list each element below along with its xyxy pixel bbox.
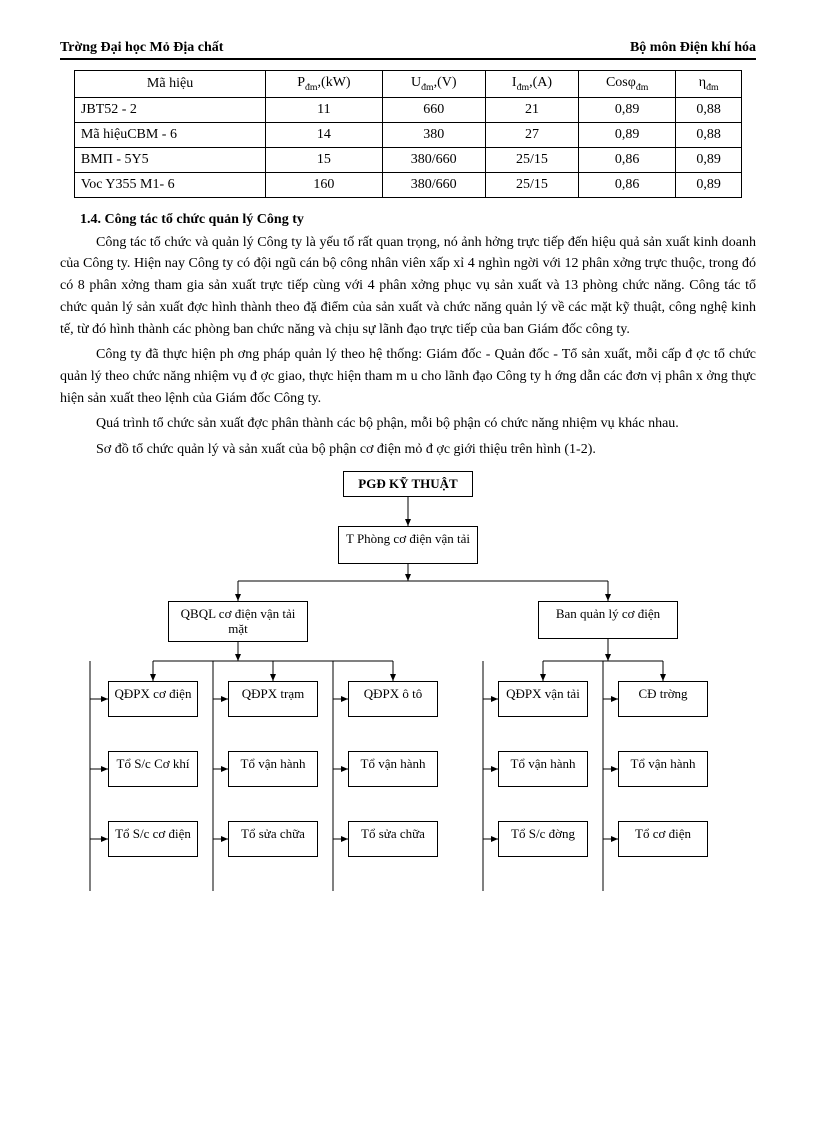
table-cell: 380/660 bbox=[382, 172, 485, 197]
page-header: Trờng Đại học Mỏ Địa chất Bộ môn Điện kh… bbox=[60, 40, 756, 60]
table-row: JBT52 - 211660210,890,88 bbox=[74, 97, 741, 122]
flowchart-node: Tổ vận hành bbox=[498, 751, 588, 787]
flowchart-node: Tổ cơ điện bbox=[618, 821, 708, 857]
flowchart-node: Tổ vận hành bbox=[228, 751, 318, 787]
table-cell: 0,89 bbox=[579, 97, 676, 122]
table-header: Iđm,(A) bbox=[485, 71, 578, 98]
table-cell: 25/15 bbox=[485, 172, 578, 197]
table-row: Voc Y355 M1- 6160380/66025/150,860,89 bbox=[74, 172, 741, 197]
table-cell: 0,88 bbox=[676, 122, 742, 147]
table-cell: 660 bbox=[382, 97, 485, 122]
flowchart-node: Tổ sửa chữa bbox=[228, 821, 318, 857]
paragraph: Sơ đồ tổ chức quản lý và sản xuất của bộ… bbox=[60, 439, 756, 461]
flowchart-node: Tổ vận hành bbox=[348, 751, 438, 787]
flowchart-node: QĐPX trạm bbox=[228, 681, 318, 717]
paragraph: Công tác tổ chức và quản lý Công ty là y… bbox=[60, 232, 756, 340]
table-header: Uđm,(V) bbox=[382, 71, 485, 98]
table-cell: 0,89 bbox=[676, 172, 742, 197]
table-header: ηđm bbox=[676, 71, 742, 98]
table-header: Cosφđm bbox=[579, 71, 676, 98]
table-cell: 380/660 bbox=[382, 147, 485, 172]
flowchart-node: QĐPX vận tải bbox=[498, 681, 588, 717]
table-cell: 25/15 bbox=[485, 147, 578, 172]
header-right: Bộ môn Điện khí hóa bbox=[630, 40, 756, 56]
org-flowchart: PGĐ KỸ THUẬT T Phòng cơ điện vận tải QBQL … bbox=[78, 471, 738, 901]
section-title: 1.4. Công tác tổ chức quản lý Công ty bbox=[80, 212, 756, 228]
table-cell: Mã hiệuCBM - 6 bbox=[74, 122, 265, 147]
flowchart-node: Tổ S/c đờng bbox=[498, 821, 588, 857]
spec-table: Mã hiệuPđm,(kW)Uđm,(V)Iđm,(A)Cosφđmηđm J… bbox=[74, 70, 742, 198]
table-cell: 0,86 bbox=[579, 172, 676, 197]
table-cell: 0,89 bbox=[579, 122, 676, 147]
flowchart-node: Tổ sửa chữa bbox=[348, 821, 438, 857]
table-cell: BMП - 5Y5 bbox=[74, 147, 265, 172]
table-cell: 11 bbox=[266, 97, 382, 122]
flowchart-node: Ban quản lý cơ điện bbox=[538, 601, 678, 639]
table-cell: 27 bbox=[485, 122, 578, 147]
flowchart-node: QBQL cơ điện vận tải mặt bbox=[168, 601, 308, 642]
flowchart-node: Tổ S/c Cơ khí bbox=[108, 751, 198, 787]
table-cell: 0,89 bbox=[676, 147, 742, 172]
flowchart-node: T Phòng cơ điện vận tải bbox=[338, 526, 478, 564]
table-cell: 15 bbox=[266, 147, 382, 172]
table-cell: 160 bbox=[266, 172, 382, 197]
table-cell: 14 bbox=[266, 122, 382, 147]
flowchart-node: CĐ trờng bbox=[618, 681, 708, 717]
table-cell: 21 bbox=[485, 97, 578, 122]
table-row: BMП - 5Y515380/66025/150,860,89 bbox=[74, 147, 741, 172]
flowchart-node: QĐPX ô tô bbox=[348, 681, 438, 717]
flowchart-node: Tổ vận hành bbox=[618, 751, 708, 787]
paragraph: Công ty đã thực hiện ph ơng pháp quản lý… bbox=[60, 344, 756, 409]
flowchart-node: Tổ S/c cơ điện bbox=[108, 821, 198, 857]
table-header: Mã hiệu bbox=[74, 71, 265, 98]
body-paragraphs: Công tác tổ chức và quản lý Công ty là y… bbox=[60, 232, 756, 461]
header-left: Trờng Đại học Mỏ Địa chất bbox=[60, 40, 223, 56]
paragraph: Quá trình tổ chức sản xuất đợc phân thàn… bbox=[60, 413, 756, 435]
table-cell: 0,88 bbox=[676, 97, 742, 122]
table-cell: JBT52 - 2 bbox=[74, 97, 265, 122]
table-row: Mã hiệuCBM - 614380270,890,88 bbox=[74, 122, 741, 147]
table-cell: Voc Y355 M1- 6 bbox=[74, 172, 265, 197]
table-cell: 0,86 bbox=[579, 147, 676, 172]
table-cell: 380 bbox=[382, 122, 485, 147]
flowchart-node: PGĐ KỸ THUẬT bbox=[343, 471, 473, 497]
flowchart-node: QĐPX cơ điện bbox=[108, 681, 198, 717]
table-header: Pđm,(kW) bbox=[266, 71, 382, 98]
